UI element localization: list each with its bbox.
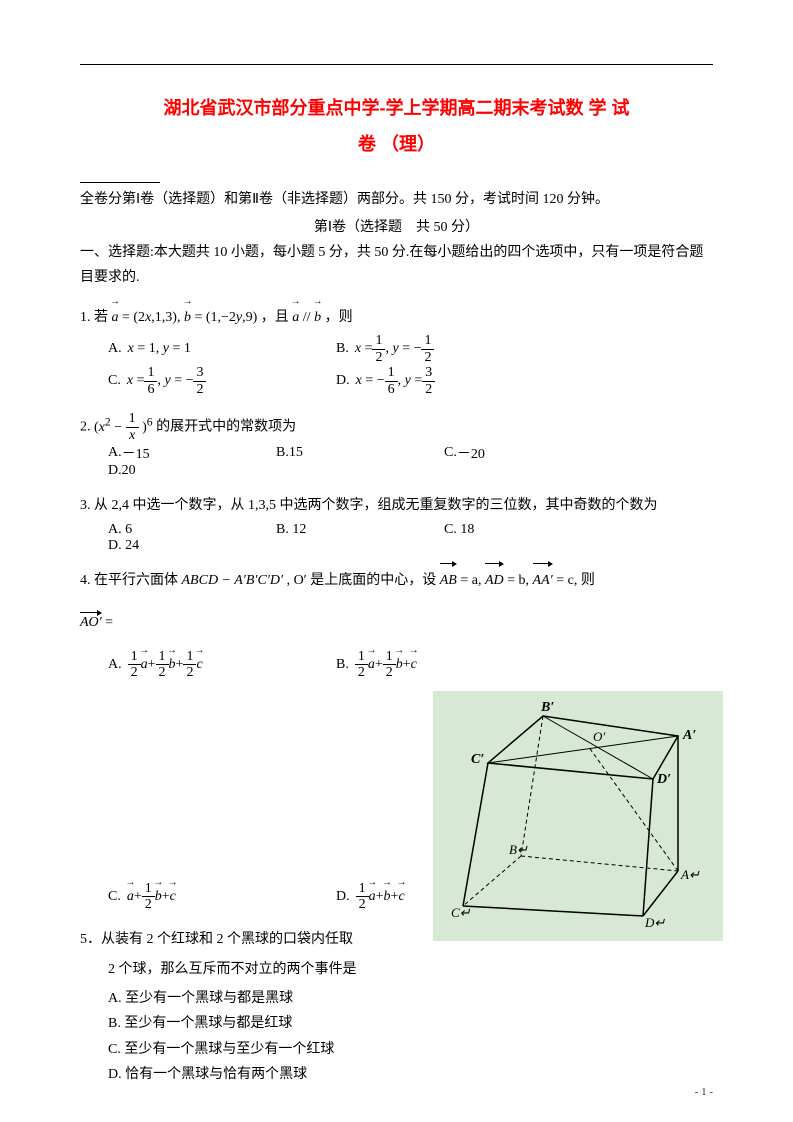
question-1: 1. 若 a = (2x,1,3), b = (1,−2y,9) ，且 a //… (80, 303, 713, 334)
q4-option-d: D. 12a + b + c (336, 881, 405, 913)
vector-AD-icon: AD (485, 566, 504, 597)
vector-AOprime-icon: AO' (80, 615, 102, 631)
vector-a-icon: a (112, 303, 119, 334)
q1-option-b: B. x = 12 , y = − 12 (336, 333, 434, 365)
q2-option-d: D. 20 (108, 463, 248, 479)
fraction-icon: 12 (372, 333, 385, 365)
question-4: 4. 在平行六面体 ABCD − A′B′C′D′ , O′ 是上底面的中心，设… (80, 566, 713, 597)
q3-option-b: B. 12 (276, 522, 416, 538)
q2-options: A. －15 B. 15 C. －20 D. 20 (108, 443, 713, 479)
q2-option-b: B. 15 (276, 445, 416, 461)
vector-AB-icon: AB (440, 566, 457, 597)
svg-text:C′: C′ (471, 752, 484, 767)
question-2: 2. (x2 − 1x )6 的展开式中的常数项为 (80, 409, 713, 443)
vector-b-icon: b (184, 303, 191, 334)
q5-option-a: A. 至少有一个黑球与都是黑球 (108, 986, 713, 1011)
question-3: 3. 从 2,4 中选一个数字，从 1,3,5 中选两个数字，组成无重复数字的三… (80, 491, 713, 522)
q4-option-a: A. 12a + 12b + 12c (108, 649, 308, 681)
q4-prefix: 4. 在平行六面体 (80, 573, 178, 588)
svg-text:A′: A′ (682, 728, 696, 743)
q1-options: A. x = 1, y = 1 B. x = 12 , y = − 12 (108, 333, 713, 365)
fraction-icon: 16 (144, 365, 157, 397)
svg-text:D′: D′ (656, 772, 671, 787)
q1-options-row2: C. x = 16 , y = − 32 D. x = − 16 , y = 3… (108, 365, 713, 397)
q1-option-c: C. x = 16 , y = − 32 (108, 365, 308, 397)
svg-text:O′: O′ (593, 729, 605, 744)
q2-prefix: 2. (80, 420, 94, 435)
exam-title: 湖北省武汉市部分重点中学-学上学期高二期末考试数 学 试 卷 （理） (80, 90, 713, 162)
q1-suffix: ，则 (325, 310, 353, 325)
vector-AAprime-icon: AA′ (533, 566, 553, 597)
q4-options-row1: A. 12a + 12b + 12c B. 12a + 12b + c (108, 649, 713, 681)
part1-instruction: 一、选择题:本大题共 10 小题，每小题 5 分，共 50 分.在每小题给出的四… (80, 240, 713, 290)
fraction-icon: 16 (385, 365, 398, 397)
svg-text:A↵: A↵ (680, 867, 700, 882)
fraction-icon: 12 (421, 333, 434, 365)
q2-option-a: A. －15 (108, 443, 248, 463)
svg-text:D↵: D↵ (644, 915, 665, 930)
fraction-icon: 1x (126, 411, 139, 443)
q3-option-d: D. 24 (108, 538, 248, 554)
fraction-icon: 32 (422, 365, 435, 397)
page-footer: - 1 - (695, 1086, 713, 1098)
q3-option-a: A. 6 (108, 522, 248, 538)
title-line2: 卷 （理） (80, 126, 713, 162)
q1-option-a: A. x = 1, y = 1 (108, 341, 308, 357)
q2-suffix: 的展开式中的常数项为 (156, 420, 296, 435)
q5-option-c: C. 至少有一个黑球与至少有一个红球 (108, 1037, 713, 1062)
top-rule (80, 64, 713, 65)
q5-options: A. 至少有一个黑球与都是黑球 B. 至少有一个黑球与都是红球 C. 至少有一个… (108, 986, 713, 1087)
q3-option-c: C. 18 (444, 522, 584, 538)
q5-option-b: B. 至少有一个黑球与都是红球 (108, 1011, 713, 1036)
title-line1: 湖北省武汉市部分重点中学-学上学期高二期末考试数 学 试 (80, 90, 713, 126)
small-rule (80, 182, 160, 183)
q4-option-b: B. 12a + 12b + c (336, 649, 417, 681)
vector-b-icon: b (314, 303, 321, 334)
svg-text:B↵: B↵ (509, 842, 528, 857)
vector-a-icon: a (292, 303, 299, 334)
q1-prefix: 1. 若 (80, 310, 108, 325)
page: 湖北省武汉市部分重点中学-学上学期高二期末考试数 学 试 卷 （理） 全卷分第Ⅰ… (0, 0, 793, 1122)
q4-option-c: C. a + 12b + c (108, 881, 308, 913)
svg-text:B′: B′ (540, 700, 554, 715)
intro-text: 全卷分第Ⅰ卷（选择题）和第Ⅱ卷（非选择题）两部分。共 150 分，考试时间 12… (80, 187, 713, 212)
q3-options: A. 6 B. 12 C. 18 D. 24 (108, 522, 713, 554)
q5-option-d: D. 恰有一个黑球与恰有两个黑球 (108, 1062, 713, 1087)
q2-option-c: C. －20 (444, 443, 584, 463)
q4-options-row2: C. a + 12b + c D. 12a + b + c (108, 881, 713, 913)
fraction-icon: 32 (193, 365, 206, 397)
q5-line2: 2 个球，那么互斥而不对立的两个事件是 (108, 955, 713, 986)
q4-eq: AO' = (80, 615, 713, 631)
part1-heading: 第Ⅰ卷（选择题 共 50 分） (80, 216, 713, 236)
q1-option-d: D. x = − 16 , y = 32 (336, 365, 435, 397)
